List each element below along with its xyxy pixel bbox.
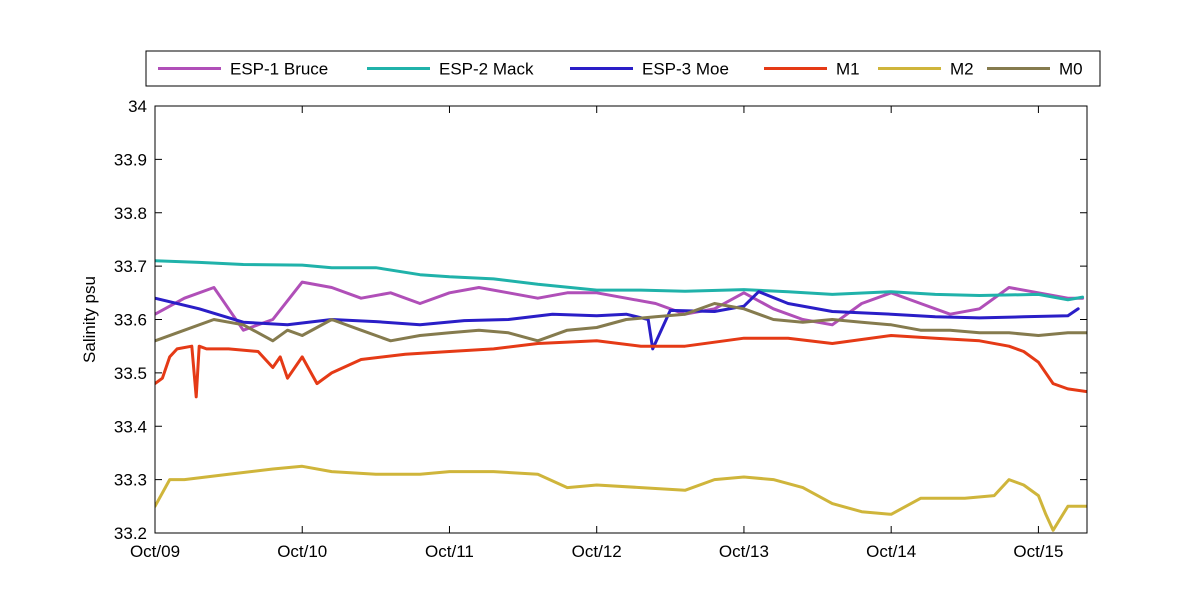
x-tick-label: Oct/10 [277,542,327,561]
y-axis-label: Salinity psu [80,276,99,363]
x-tick-label: Oct/11 [425,542,474,561]
series-layer [155,259,1087,532]
plot-border [154,105,1088,534]
x-tick-label: Oct/12 [572,542,622,561]
legend: ESP-1 Bruce ESP-2 Mack ESP-3 Moe M1 M2 M0 [145,50,1101,87]
series-line-m1 [155,334,1087,399]
series-line-esp-3-moe [155,290,1080,351]
legend-label-esp-2-mack: ESP-2 Mack [439,60,534,79]
x-tick-label: Oct/15 [1013,542,1063,561]
series-line-esp-1-bruce [155,280,1085,332]
y-tick-label: 33.8 [114,204,147,223]
y-tick-label: 33.3 [114,471,147,490]
axes: 33.2 33.3 33.4 33.5 33.6 33.7 33.8 33.9 34 Oct/09… [114,97,1087,561]
y-tick-label: 33.5 [114,364,147,383]
y-tick-label: 33.4 [114,417,147,436]
y-tick-label: 33.9 [114,150,147,169]
series-line-m2 [155,464,1087,532]
series-line-esp-2-mack [155,259,1085,302]
x-tick-label: Oct/13 [719,542,769,561]
y-tick-label: 33.7 [114,257,147,276]
plot-frame [154,105,1088,534]
y-tick-label: 33.2 [114,524,147,543]
y-tick-label: 33.6 [114,311,147,330]
x-tick-label: Oct/09 [130,542,180,561]
legend-label-esp-1-bruce: ESP-1 Bruce [230,60,328,79]
legend-label-esp-3-moe: ESP-3 Moe [642,60,729,79]
series-line-m0 [155,302,1087,343]
legend-label-m2: M2 [950,60,974,79]
x-tick-label: Oct/14 [866,542,916,561]
legend-label-m1: M1 [836,60,860,79]
y-tick-label: 34 [128,97,147,116]
legend-label-m0: M0 [1059,60,1083,79]
